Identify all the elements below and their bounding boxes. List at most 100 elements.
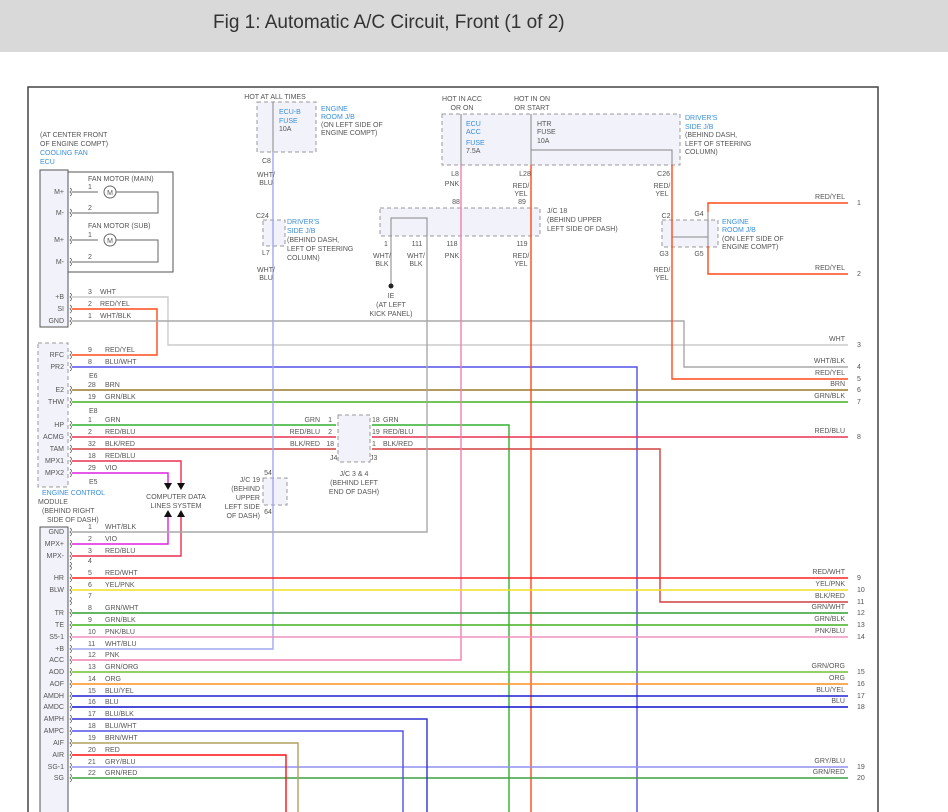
pin-number: 9 (88, 617, 92, 624)
wire-color-label: BRN/WHT (105, 735, 138, 742)
wire-color-label: RED/BLU (105, 453, 135, 460)
wire-red-yel-si (72, 308, 158, 356)
wire-color-label: GRY/BLU (105, 759, 136, 766)
pin-number: 5 (88, 570, 92, 577)
pin-name: TAM (50, 446, 64, 453)
pin-number: 18 (88, 723, 96, 730)
pin-name: PR2 (50, 364, 64, 371)
pin-number: 12 (88, 652, 96, 659)
wire-red-yel-2 (707, 246, 848, 275)
label: 19 (372, 429, 380, 436)
label: 7.5A (466, 148, 481, 155)
pin-number: 22 (88, 770, 96, 777)
wire-color-label: PNK (105, 652, 120, 659)
pin-number: 6 (88, 582, 92, 589)
motor-symbol: M (107, 238, 113, 245)
label: ROOM J/B (321, 114, 355, 121)
label: LEFT SIDE OF DASH) (547, 226, 618, 233)
pin-name: AMPC (44, 728, 64, 735)
label: J4 (330, 455, 338, 462)
wire-wht-blk-ecm-gnd (72, 240, 428, 533)
arrow-down-icon (164, 483, 172, 490)
label: DRIVER'S (685, 115, 718, 122)
label: C8 (262, 158, 271, 165)
connector-pin (69, 304, 72, 314)
connector-pin (69, 420, 72, 430)
connector-pin (69, 257, 72, 267)
ecu-b-fuse-box (256, 101, 317, 153)
pin-number: 14 (88, 676, 96, 683)
label: (BEHIND LEFT (330, 480, 379, 487)
label: 118 (446, 241, 457, 248)
arrow-up-icon (177, 510, 185, 517)
label: G5 (694, 251, 703, 258)
output-wire-label: RED/BLU (815, 428, 845, 435)
label: 1 (372, 441, 376, 448)
pin-name: AOD (49, 669, 64, 676)
engine-room-jb-box (661, 219, 719, 248)
wire-color-label: BLU/BLK (105, 711, 134, 718)
wire-color-label: YEL/PNK (105, 582, 135, 589)
label: J3 (370, 455, 378, 462)
connector-pin (69, 456, 72, 466)
wire-color-label: GRN/BLK (105, 394, 136, 401)
label: FUSE (279, 118, 298, 125)
label: C26 (657, 171, 670, 178)
label: RED/ (513, 253, 530, 260)
label: YEL (655, 275, 668, 282)
label: HTR (537, 121, 551, 128)
wire-color-label: PNK/BLU (105, 629, 135, 636)
jc3-4-box (337, 414, 371, 463)
output-wire-label: GRN/BLK (814, 393, 845, 400)
wire-color-label: WHT/BLK (100, 313, 131, 320)
pin-name: HR (54, 575, 64, 582)
pin-number: 32 (88, 441, 96, 448)
output-number: 20 (857, 775, 865, 782)
wire-blk-red (372, 448, 848, 603)
connector-pin (69, 667, 72, 677)
label: G3 (659, 251, 668, 258)
label: ENGINE (321, 106, 348, 113)
output-wire-label: RED/YEL (815, 370, 845, 377)
label: FUSE (466, 140, 485, 147)
label: PNK (445, 181, 460, 188)
pin-number: 21 (88, 759, 96, 766)
jc18-bus-wire (390, 217, 428, 240)
output-number: 2 (857, 271, 861, 278)
wire-brn-wht (72, 742, 299, 812)
wire-color-label: GRN/ORG (105, 664, 138, 671)
pin-name: AOF (50, 681, 64, 688)
pin-number: 17 (88, 711, 96, 718)
connector-pin (69, 350, 72, 360)
pin-name: +B (55, 646, 64, 653)
label: YEL (514, 261, 527, 268)
pin-number: 18 (88, 453, 96, 460)
wire-color-label: BLU (105, 699, 119, 706)
connector-pin (69, 561, 72, 571)
fan-motor-wire (72, 239, 159, 263)
label: E5 (89, 479, 98, 486)
pin-name: MPX- (47, 553, 65, 560)
label: SIDE OF DASH) (47, 517, 99, 524)
output-wire-label: BLU/YEL (816, 687, 845, 694)
output-number: 9 (857, 575, 861, 582)
wire-color-label: GRN (105, 417, 121, 424)
label: ACC (466, 129, 481, 136)
connector-pin (69, 608, 72, 618)
label: ROOM J/B (722, 227, 756, 234)
pin-name: MPX+ (45, 541, 64, 548)
output-number: 4 (857, 364, 861, 371)
label: 111 (412, 241, 423, 248)
wire-color-label: BRN (105, 382, 120, 389)
wire-color-label: WHT/BLU (105, 641, 137, 648)
pin-number: 19 (88, 394, 96, 401)
label: RED/BLU (383, 429, 413, 436)
arrow-down-icon (177, 483, 185, 490)
pin-number: 13 (88, 664, 96, 671)
label: L28 (519, 171, 531, 178)
label: C24 (256, 213, 269, 220)
pin-number: 15 (88, 688, 96, 695)
output-wire-label: GRN/ORG (812, 663, 845, 670)
label: E6 (89, 373, 98, 380)
wire-color-label: WHT (100, 289, 117, 296)
